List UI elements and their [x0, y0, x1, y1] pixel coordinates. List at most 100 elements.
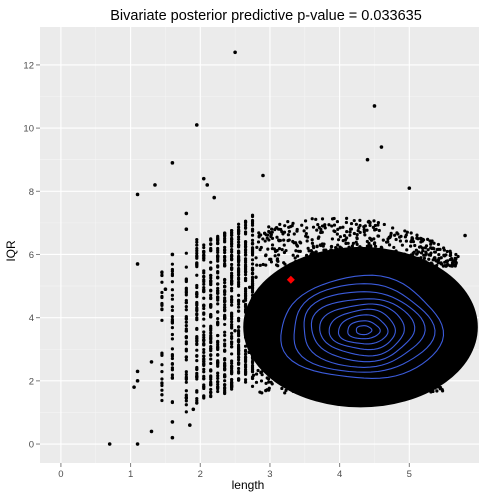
data-point [195, 375, 199, 379]
data-point [265, 333, 269, 338]
data-point [243, 241, 248, 245]
data-point [267, 369, 271, 373]
data-point [401, 312, 406, 316]
data-point [236, 309, 241, 313]
data-point [223, 333, 227, 337]
data-point [184, 393, 188, 397]
data-point [209, 368, 213, 372]
data-point [359, 316, 363, 320]
data-point [355, 291, 360, 296]
data-point [223, 245, 227, 249]
data-point [315, 228, 319, 232]
data-point [448, 294, 452, 298]
data-point [296, 278, 301, 282]
data-point [365, 157, 370, 162]
data-point [321, 355, 326, 359]
data-point [160, 398, 164, 403]
data-point [392, 250, 396, 254]
data-point [399, 234, 403, 238]
data-point [332, 229, 336, 233]
data-point [184, 396, 188, 400]
data-point [422, 353, 426, 358]
data-point [223, 238, 227, 242]
data-point [209, 331, 213, 335]
data-point [373, 244, 378, 248]
data-point [347, 285, 352, 290]
data-point [274, 284, 279, 289]
data-point [345, 236, 349, 240]
data-point [202, 306, 206, 311]
data-point [368, 339, 372, 343]
data-point [271, 346, 275, 350]
data-point [170, 352, 174, 357]
data-point [316, 312, 320, 316]
data-point [362, 310, 366, 314]
data-point [391, 226, 395, 230]
data-point [395, 276, 400, 281]
data-point [216, 347, 220, 352]
data-point [383, 257, 387, 261]
data-point [284, 326, 289, 331]
data-point [397, 350, 402, 355]
data-point [446, 278, 451, 282]
data-point [184, 298, 188, 303]
data-point [405, 317, 409, 321]
data-point [212, 195, 217, 200]
data-point [216, 317, 220, 321]
data-point [326, 383, 330, 387]
data-point [209, 328, 213, 332]
data-point [223, 313, 227, 317]
data-point [236, 222, 241, 226]
data-point [279, 278, 283, 283]
data-point [337, 376, 342, 380]
data-point [428, 385, 433, 389]
data-point [282, 243, 286, 247]
data-point [216, 360, 220, 364]
data-point [407, 391, 411, 395]
data-point [170, 373, 174, 377]
data-point [223, 349, 227, 353]
data-point [184, 227, 189, 232]
data-point [303, 374, 307, 378]
data-point [419, 334, 423, 338]
data-point [444, 357, 448, 361]
data-point [421, 303, 425, 307]
data-point [313, 385, 317, 389]
data-point [258, 248, 262, 252]
data-point [195, 359, 199, 363]
data-point [354, 222, 358, 226]
data-point [184, 358, 188, 362]
data-point [184, 389, 188, 393]
data-point [318, 375, 322, 379]
data-point [309, 334, 313, 338]
data-point [223, 292, 227, 297]
data-point [195, 334, 199, 339]
data-point [415, 375, 420, 380]
data-point [149, 429, 154, 434]
data-point [265, 321, 269, 325]
data-point [352, 328, 356, 332]
data-point [254, 372, 259, 376]
data-point [392, 316, 396, 321]
data-point [216, 371, 220, 375]
data-point [195, 243, 199, 247]
data-point [317, 253, 321, 258]
data-point [297, 267, 302, 271]
data-point [261, 262, 265, 267]
data-point [332, 216, 336, 221]
data-point [435, 259, 439, 263]
data-point [360, 380, 364, 385]
data-point [364, 381, 369, 385]
data-point [335, 320, 339, 324]
contour-line [355, 325, 373, 336]
data-point [209, 380, 213, 384]
data-point [418, 321, 423, 326]
data-point [398, 259, 402, 263]
data-point [417, 309, 422, 313]
data-point [295, 243, 299, 247]
data-point [264, 253, 268, 257]
data-point [363, 278, 368, 282]
data-point [259, 233, 263, 237]
data-point [369, 245, 373, 249]
data-point [279, 276, 283, 280]
